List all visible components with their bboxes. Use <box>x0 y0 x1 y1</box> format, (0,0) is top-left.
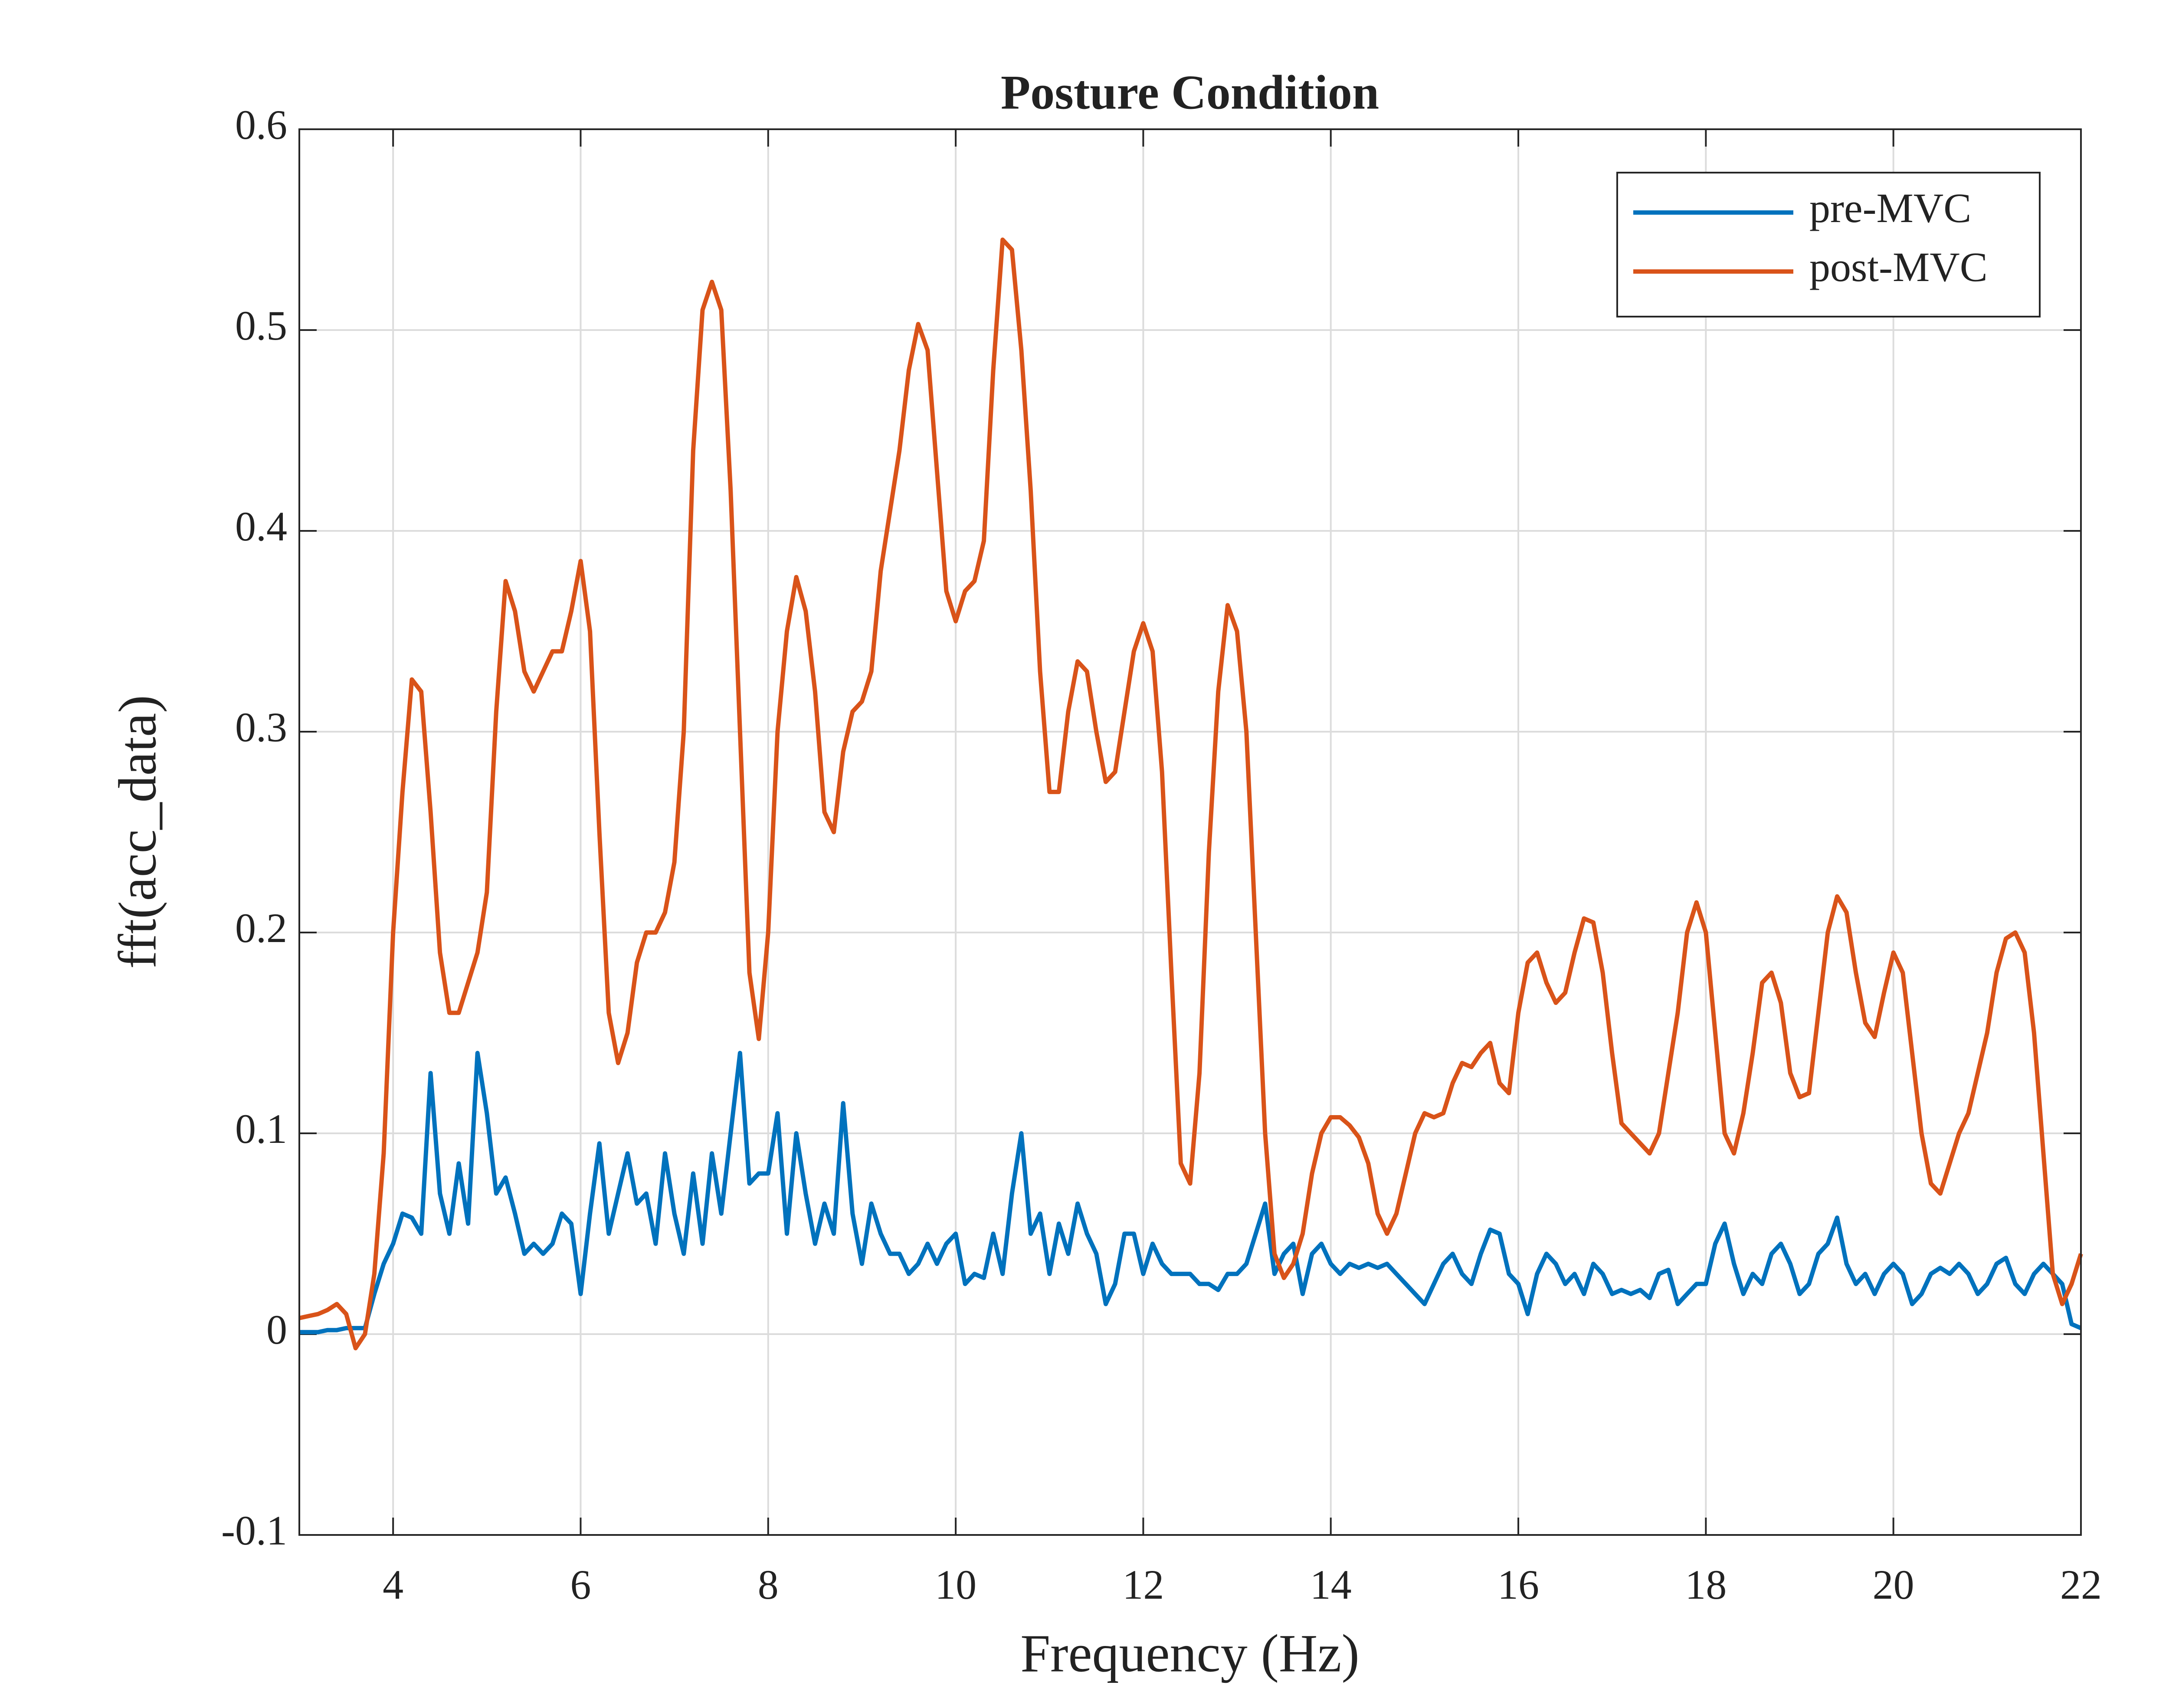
y-tick-label: -0.1 <box>221 1507 287 1554</box>
legend-box <box>1616 172 2041 317</box>
legend-label: post-MVC <box>1809 244 1988 290</box>
legend-label: pre-MVC <box>1809 185 1971 231</box>
x-tick-label: 4 <box>383 1561 403 1608</box>
x-tick-label: 20 <box>1873 1561 1914 1608</box>
x-tick-label: 14 <box>1310 1561 1352 1608</box>
y-tick-label: 0.4 <box>235 503 287 550</box>
x-tick-label: 18 <box>1685 1561 1727 1608</box>
y-tick-label: 0.5 <box>235 302 287 349</box>
y-tick-label: 0.6 <box>235 101 287 148</box>
x-tick-label: 22 <box>2060 1561 2102 1608</box>
plot-area <box>299 129 2081 1535</box>
x-tick-label: 16 <box>1497 1561 1539 1608</box>
y-tick-label: 0 <box>266 1306 287 1353</box>
data-line <box>299 1050 2082 1335</box>
x-tick-label: 6 <box>570 1561 591 1608</box>
y-tick-label: 0.2 <box>235 905 287 951</box>
x-axis-label: Frequency (Hz) <box>1020 1623 1360 1683</box>
chart-title: Posture Condition <box>1001 66 1379 120</box>
plot-frame <box>298 128 2082 1536</box>
x-tick-label: 8 <box>758 1561 779 1608</box>
y-axis-label: fft(acc_data) <box>108 695 167 969</box>
x-tick-label: 10 <box>935 1561 976 1608</box>
y-tick-label: 0.1 <box>235 1106 287 1152</box>
y-tick-label: 0.3 <box>235 704 287 750</box>
x-tick-label: 12 <box>1122 1561 1164 1608</box>
data-line <box>298 237 2083 1351</box>
